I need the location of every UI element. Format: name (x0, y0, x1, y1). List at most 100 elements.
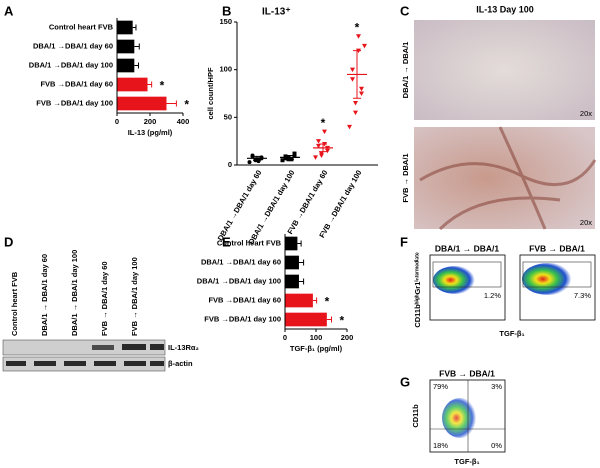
micrograph (414, 127, 595, 229)
gate (432, 261, 502, 288)
point (280, 158, 285, 163)
axis-label: CD11b (411, 404, 420, 428)
y-tick-label: 150 (219, 17, 232, 26)
bar (117, 77, 148, 92)
panel-title: IL-13 Day 100 (476, 4, 534, 14)
point (316, 143, 321, 149)
x-tick-label: 200 (341, 333, 354, 342)
category-label: FVB →DBA/1 day 60 (40, 79, 113, 88)
panel-label: B (222, 3, 231, 18)
quadrant-value: 0% (491, 441, 502, 450)
panel-label: G (400, 374, 410, 389)
bar (117, 96, 167, 111)
panel-label: D (4, 234, 13, 249)
point (362, 43, 367, 49)
plot-title: DBA/1 → DBA/1 (435, 243, 500, 253)
category-label: DBA/1 →DBA/1 day 100 (197, 276, 281, 285)
magnification: 20x (580, 218, 592, 227)
category-label: Control heart FVB (49, 22, 114, 31)
point (350, 67, 355, 73)
axis-label: TGF-β₁ (454, 457, 479, 466)
row-label: DBA/1 → DBA/1 (401, 42, 410, 99)
bar (117, 20, 133, 35)
error-bar (253, 155, 261, 161)
category-label: FVB →DBA/1 day 100 (36, 98, 113, 107)
point (347, 124, 352, 130)
micrograph (414, 20, 595, 120)
significance: * (355, 20, 360, 34)
error-bar (298, 278, 305, 285)
error-bar (319, 143, 327, 153)
error-bar (326, 316, 332, 323)
x-tick-label: 100 (310, 333, 323, 342)
error-bar (147, 81, 153, 88)
point (350, 77, 355, 82)
lane-label: FVB → DBA/1 day 60 (100, 261, 109, 336)
band-label: IL-13Rα₂ (168, 343, 199, 352)
quadrant-value: 18% (433, 441, 448, 450)
error-bar (286, 154, 294, 160)
tissue-stain (419, 126, 597, 231)
x-tick-label: 400 (177, 117, 190, 126)
error-bar (298, 259, 305, 266)
bar (285, 274, 299, 289)
category-label: DBA/1 →DBA/1 day 100 (29, 60, 113, 69)
axis-label: TGF-β₁ (499, 329, 524, 338)
bar (117, 58, 135, 73)
y-tick-label: 0 (228, 160, 232, 169)
error-bar (297, 240, 302, 247)
gate (522, 261, 592, 288)
point (359, 86, 364, 92)
blot (2, 339, 166, 356)
row-label: FVB → DBA/1 (401, 153, 410, 202)
bar (117, 39, 135, 54)
error-bar (353, 50, 361, 99)
significance: * (160, 79, 165, 93)
lane-labels: Control heart FVB DBA/1 → DBA/1 day 60 D… (10, 250, 139, 336)
bar (285, 236, 298, 251)
significance: * (321, 116, 326, 130)
point (322, 129, 327, 135)
significance: * (325, 295, 330, 309)
point (325, 148, 330, 154)
point (353, 110, 358, 116)
error-bar (166, 100, 177, 107)
axis-label: CD11bʰⁱᵍʰGr1ⁱⁿᵗᵉʳᵐᵉᵈⁱᵃᵗᵉ (412, 252, 422, 327)
point (247, 160, 252, 165)
lane-label: Control heart FVB (10, 271, 19, 336)
panel-label: E (222, 234, 231, 249)
x-tick-label: 0 (283, 333, 287, 342)
lane-label: FVB → DBA/1 day 100 (130, 257, 139, 336)
panel-label: F (400, 234, 408, 249)
panel-label: C (400, 3, 410, 18)
axis-label: TGF-β₁ (pg/ml) (290, 344, 343, 353)
point (292, 151, 297, 156)
category-label: FVB →DBA/1 day 60 (208, 295, 281, 304)
magnification: 20x (580, 109, 592, 118)
lane-label: DBA/1 → DBA/1 day 60 (40, 254, 49, 336)
y-tick-label: 50 (224, 112, 232, 121)
density (442, 398, 478, 438)
error-bar (132, 24, 137, 31)
category-label: DBA/1 →DBA/1 day 60 (33, 41, 113, 50)
point (359, 91, 364, 96)
bar (285, 312, 327, 327)
significance: * (184, 98, 189, 112)
density (522, 263, 574, 295)
x-tick-label: 0 (115, 117, 119, 126)
point (316, 139, 321, 144)
significance: * (340, 314, 345, 328)
plot-title: FVB → DBA/1 (529, 243, 585, 253)
point (319, 151, 324, 157)
category-label: DBA/1 →DBA/1 day 60 (201, 257, 281, 266)
point (356, 34, 361, 39)
plot-title: FVB → DBA/1 (439, 368, 495, 378)
lane-label: DBA/1 → DBA/1 day 100 (70, 250, 79, 336)
band-label: β-actin (168, 359, 193, 368)
point (313, 155, 318, 160)
bar (285, 293, 313, 308)
quadrant-value: 3% (491, 382, 502, 391)
chart-title: IL-13⁺ (262, 7, 291, 18)
density (433, 266, 477, 294)
